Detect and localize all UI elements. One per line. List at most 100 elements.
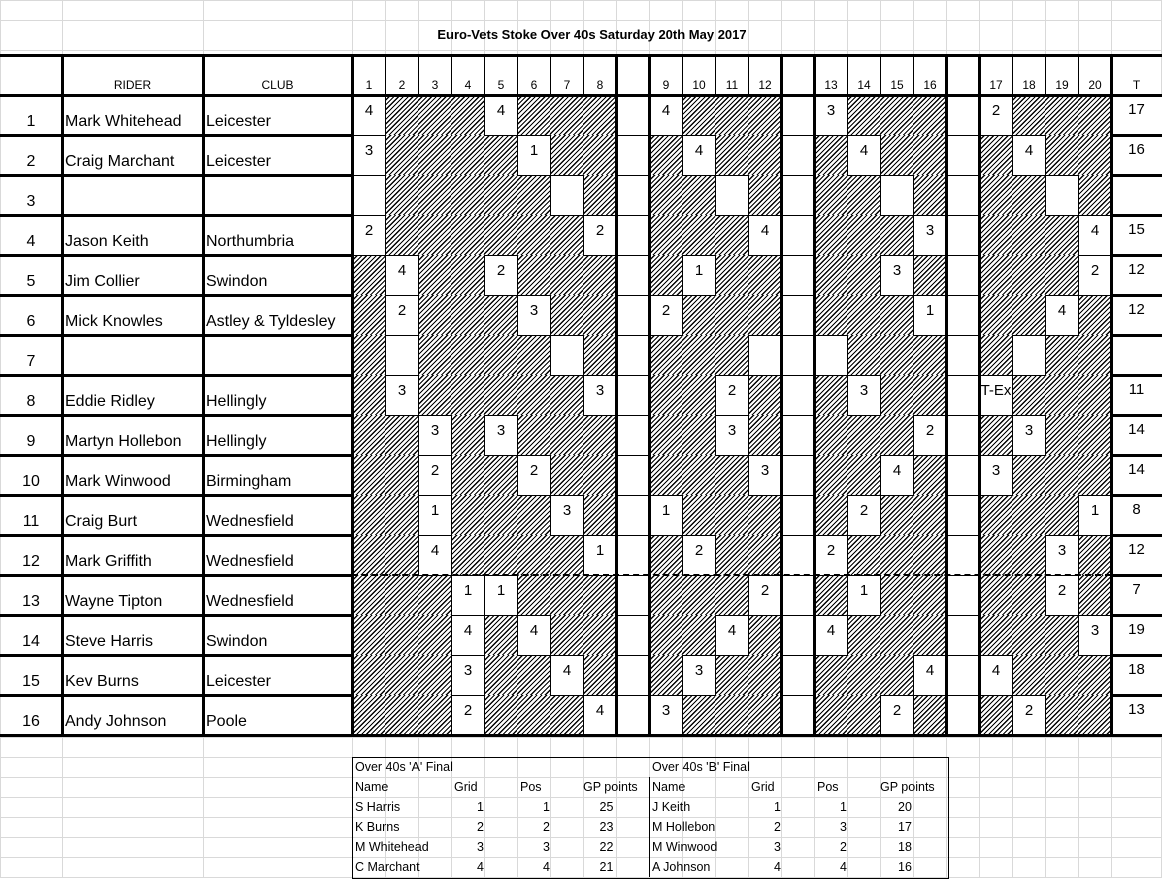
heat-result-cell[interactable]: 4 [550,655,584,696]
rider-name[interactable] [62,175,203,215]
heat-result-cell[interactable] [1012,335,1046,376]
rider-total[interactable]: 17 [1111,95,1162,135]
heat-result-cell[interactable] [352,175,386,216]
heat-result-cell[interactable]: 3 [1012,415,1046,456]
heat-result-cell[interactable]: 2 [649,295,683,336]
rider-total[interactable]: 13 [1111,695,1162,735]
rider-club[interactable] [203,175,352,215]
rider-name[interactable]: Eddie Ridley [65,393,155,410]
heat-result-cell[interactable]: 3 [418,415,452,456]
heat-result-cell[interactable]: 4 [352,95,386,136]
heat-result-cell[interactable]: 2 [517,455,551,496]
rider-total[interactable]: 12 [1111,535,1162,575]
heat-result-cell[interactable]: 3 [352,135,386,176]
heat-result-cell[interactable]: 3 [913,215,947,256]
rider-club[interactable]: Poole [206,713,247,730]
heat-result-cell[interactable]: 2 [682,535,716,576]
rider-club[interactable]: Northumbria [206,233,295,250]
heat-result-cell[interactable]: 4 [451,615,485,656]
rider-name[interactable]: Mark Griffith [65,553,152,570]
heat-result-cell[interactable]: 1 [451,575,485,616]
rider-total[interactable]: 15 [1111,215,1162,255]
heat-result-cell[interactable]: 2 [979,95,1013,136]
rider-name[interactable]: Mark Winwood [65,473,171,490]
rider-name[interactable]: Jason Keith [65,233,149,250]
rider-total[interactable]: 16 [1111,135,1162,175]
heat-result-cell[interactable]: 4 [484,95,518,136]
heat-result-cell[interactable] [880,175,914,216]
heat-result-cell[interactable] [748,335,782,376]
heat-result-cell[interactable]: 3 [979,455,1013,496]
heat-result-cell[interactable] [385,335,419,376]
rider-total[interactable]: 14 [1111,415,1162,455]
heat-result-cell[interactable]: 2 [715,375,749,416]
heat-result-cell[interactable]: 1 [583,535,617,576]
heat-result-cell[interactable]: 4 [913,655,947,696]
heat-result-cell[interactable]: 3 [451,655,485,696]
heat-result-cell[interactable]: 4 [418,535,452,576]
rider-name[interactable]: Jim Collier [65,273,140,290]
rider-club[interactable]: Astley & Tyldesley [206,313,336,330]
heat-result-cell[interactable]: 3 [385,375,419,416]
rider-name[interactable]: Mick Knowles [65,313,163,330]
heat-result-cell[interactable]: 2 [385,295,419,336]
rider-club[interactable]: Swindon [206,633,268,650]
rider-total[interactable]: 11 [1111,375,1162,415]
heat-result-cell[interactable]: 2 [847,495,881,536]
rider-club[interactable]: Leicester [206,113,271,130]
heat-result-cell[interactable]: 3 [814,95,848,136]
rider-club[interactable]: Leicester [206,153,271,170]
rider-name[interactable]: Steve Harris [65,633,154,650]
heat-result-cell[interactable]: 2 [748,575,782,616]
heat-result-cell[interactable]: 4 [583,695,617,736]
heat-result-cell[interactable]: 1 [682,255,716,296]
heat-result-cell[interactable]: 3 [682,655,716,696]
rider-club[interactable]: Hellingly [206,433,267,450]
heat-result-cell[interactable]: 3 [517,295,551,336]
rider-name[interactable] [62,335,203,375]
heat-result-cell[interactable]: 3 [1045,535,1079,576]
rider-club[interactable]: Swindon [206,273,268,290]
heat-result-cell[interactable]: 3 [847,375,881,416]
rider-club[interactable]: Hellingly [206,393,267,410]
rider-total[interactable]: 18 [1111,655,1162,695]
heat-result-cell[interactable] [1045,175,1079,216]
heat-result-cell[interactable] [550,335,584,376]
heat-result-cell[interactable]: 4 [748,215,782,256]
heat-result-cell[interactable]: 4 [814,615,848,656]
heat-result-cell[interactable]: 1 [484,575,518,616]
rider-club[interactable]: Wednesfield [206,553,294,570]
heat-result-cell[interactable] [715,175,749,216]
heat-result-cell[interactable]: 2 [1078,255,1112,296]
heat-result-cell[interactable]: 1 [517,135,551,176]
heat-result-cell[interactable]: 4 [847,135,881,176]
heat-result-cell[interactable]: 4 [1012,135,1046,176]
heat-result-cell[interactable]: 1 [649,495,683,536]
heat-result-cell[interactable]: 2 [880,695,914,736]
heat-result-cell[interactable]: 3 [550,495,584,536]
rider-total[interactable]: 12 [1111,255,1162,295]
heat-result-cell[interactable]: 4 [517,615,551,656]
heat-result-cell[interactable]: 2 [583,215,617,256]
heat-result-cell[interactable]: 3 [748,455,782,496]
heat-result-cell[interactable]: 2 [451,695,485,736]
heat-result-cell[interactable]: 1 [1078,495,1112,536]
rider-total[interactable]: 7 [1111,575,1162,615]
rider-club[interactable]: Wednesfield [206,513,294,530]
rider-total[interactable]: 12 [1111,295,1162,335]
heat-result-cell[interactable]: 4 [385,255,419,296]
rider-name[interactable]: Andy Johnson [65,713,167,730]
rider-total[interactable] [1111,175,1162,215]
heat-result-cell[interactable]: 2 [484,255,518,296]
rider-name[interactable]: Martyn Hollebon [65,433,182,450]
rider-club[interactable]: Wednesfield [206,593,294,610]
rider-name[interactable]: Kev Burns [65,673,139,690]
heat-result-cell[interactable]: 1 [847,575,881,616]
heat-result-cell[interactable]: 4 [880,455,914,496]
rider-name[interactable]: Craig Marchant [65,153,175,170]
heat-result-cell[interactable]: 4 [649,95,683,136]
rider-club[interactable] [203,335,352,375]
rider-total[interactable]: 8 [1111,495,1162,535]
heat-result-cell[interactable]: 3 [583,375,617,416]
heat-result-cell[interactable]: T-Ex [979,375,1013,416]
